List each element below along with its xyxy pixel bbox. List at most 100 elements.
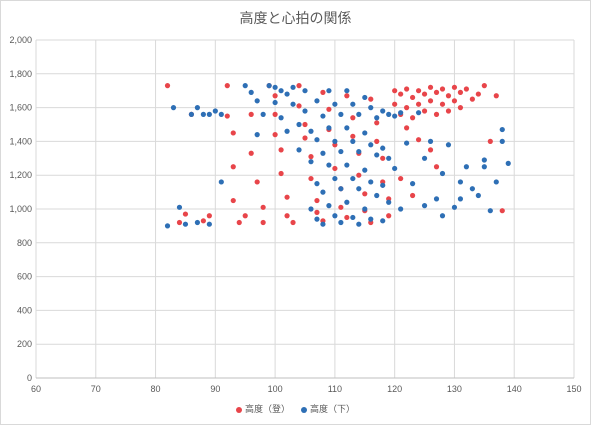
data-point — [320, 89, 326, 95]
data-point — [350, 138, 356, 144]
data-point — [338, 111, 344, 117]
data-point — [308, 154, 314, 160]
data-point — [242, 83, 248, 89]
data-point — [505, 160, 511, 166]
data-point — [368, 96, 374, 102]
data-point — [326, 88, 332, 94]
data-point — [374, 192, 380, 199]
data-point — [445, 93, 452, 99]
data-point — [284, 128, 290, 134]
chart-title: 高度と心拍の関係 — [239, 11, 352, 27]
data-point — [380, 108, 386, 114]
data-point — [386, 199, 392, 205]
data-point — [230, 130, 236, 136]
data-point — [314, 209, 320, 215]
y-tick-label: 1,600 — [9, 103, 32, 113]
data-point — [398, 91, 404, 97]
data-point — [392, 88, 398, 94]
data-point — [176, 219, 183, 226]
data-point — [194, 105, 200, 111]
data-point — [374, 138, 380, 144]
data-point — [230, 164, 236, 170]
legend-item-down: 高度（下） — [300, 402, 355, 415]
data-point — [164, 83, 171, 89]
legend-label-up: 高度（登） — [245, 405, 291, 415]
data-point — [272, 111, 278, 117]
series-0 — [164, 83, 505, 226]
data-point — [356, 111, 362, 117]
data-point — [374, 115, 380, 121]
data-point — [368, 142, 374, 148]
data-point — [410, 115, 416, 121]
data-point — [362, 206, 368, 212]
x-tick-label: 80 — [151, 384, 161, 394]
data-point — [200, 218, 206, 224]
data-point — [439, 101, 446, 107]
data-point — [475, 91, 481, 97]
data-point — [392, 113, 398, 119]
data-point — [487, 138, 493, 144]
data-point — [314, 98, 320, 104]
data-point — [266, 83, 272, 89]
data-point — [356, 221, 362, 227]
data-point — [457, 179, 464, 185]
data-point — [362, 191, 368, 197]
y-tick-label: 800 — [17, 238, 32, 248]
data-point — [493, 179, 499, 185]
data-point — [224, 83, 230, 89]
data-point — [278, 88, 284, 94]
data-point — [386, 155, 392, 161]
y-tick-label: 600 — [17, 272, 32, 282]
data-point — [272, 84, 278, 90]
series-1 — [164, 83, 511, 229]
legend-label-down: 高度（下） — [309, 405, 355, 415]
data-point — [284, 91, 290, 97]
data-point — [481, 83, 487, 89]
data-point — [410, 94, 416, 101]
data-point — [242, 213, 248, 219]
data-point — [421, 108, 428, 114]
data-point — [320, 150, 326, 156]
data-point — [272, 99, 278, 106]
data-point — [463, 164, 469, 170]
data-point — [362, 130, 368, 136]
x-tick-label: 150 — [566, 384, 581, 394]
data-point — [338, 186, 344, 192]
data-point — [410, 192, 416, 199]
data-point — [308, 206, 314, 212]
data-point — [278, 147, 284, 153]
data-point — [344, 93, 350, 99]
data-point — [260, 219, 266, 226]
data-point — [398, 110, 404, 116]
data-point — [350, 133, 356, 139]
legend-marker-down — [300, 406, 307, 413]
data-point — [248, 150, 254, 156]
data-point — [188, 111, 195, 117]
data-point — [296, 103, 302, 109]
data-point — [499, 208, 505, 214]
data-point — [410, 181, 416, 187]
data-point — [344, 162, 350, 168]
x-tick-label: 110 — [328, 384, 342, 394]
data-point — [499, 138, 505, 144]
legend-item-up: 高度（登） — [236, 402, 290, 415]
data-point — [368, 216, 374, 222]
data-point — [284, 194, 290, 200]
data-point — [380, 218, 386, 224]
data-point — [350, 214, 356, 221]
data-point — [433, 196, 440, 202]
data-point — [487, 208, 493, 214]
data-point — [404, 86, 410, 92]
x-tick-label: 70 — [91, 384, 101, 394]
data-point — [404, 140, 410, 146]
data-point — [302, 135, 308, 141]
data-point — [386, 111, 392, 117]
y-tick-label: 0 — [27, 373, 32, 383]
data-point — [272, 93, 278, 99]
data-point — [415, 137, 422, 143]
data-point — [374, 152, 380, 158]
data-point — [427, 84, 434, 90]
data-point — [212, 108, 218, 114]
data-point — [206, 111, 212, 117]
